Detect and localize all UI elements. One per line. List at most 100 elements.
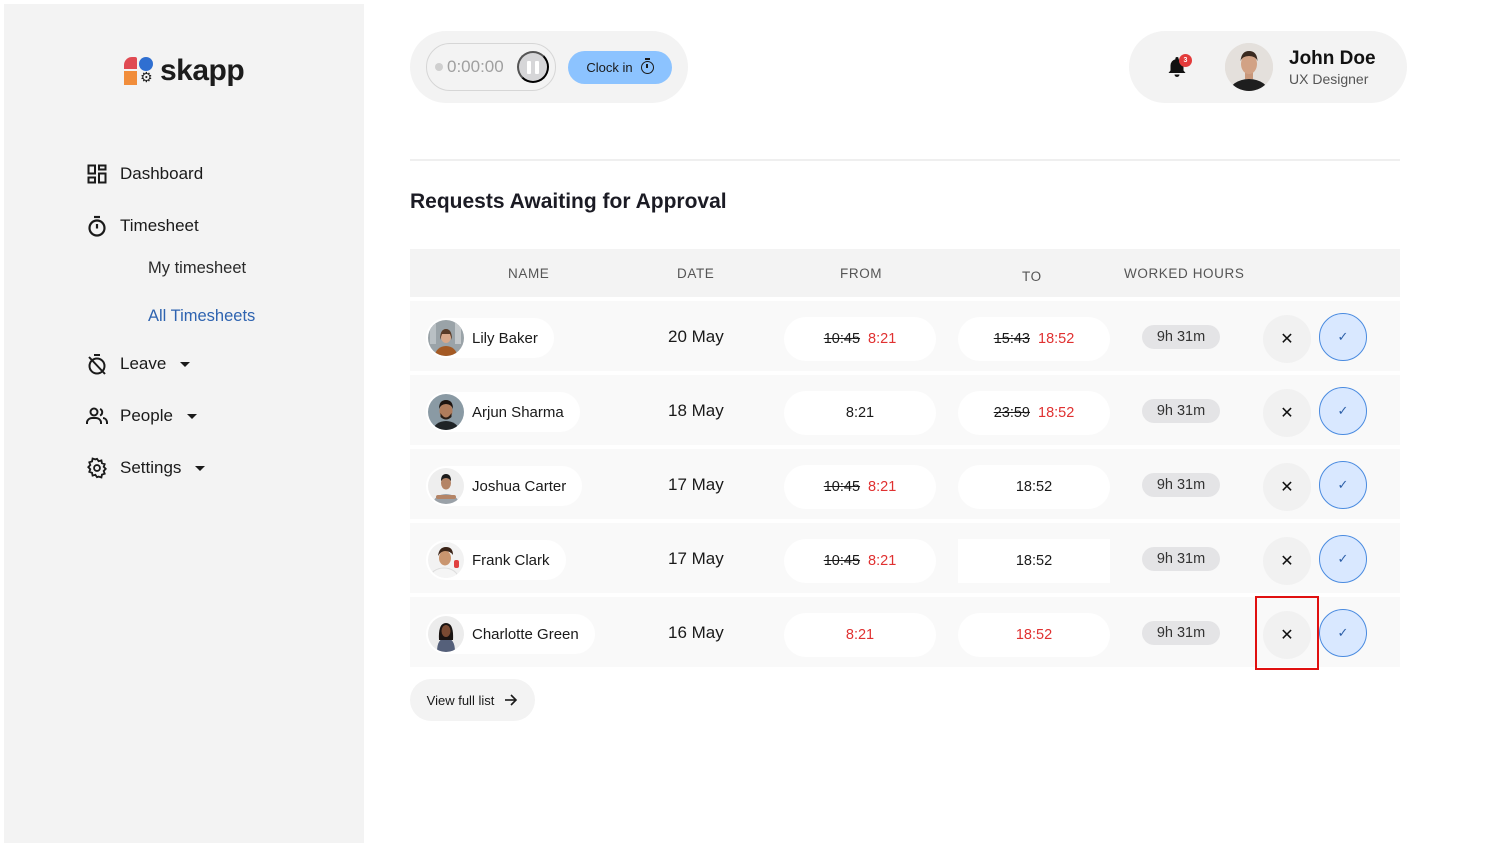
check-icon: ✓ [1337,403,1349,418]
close-icon: ✕ [1280,553,1294,570]
check-icon: ✓ [1337,625,1349,640]
clock-in-label: Clock in [586,60,633,75]
original-from-time: 10:45 [823,553,861,569]
employee-name: Joshua Carter [472,477,567,495]
close-icon: ✕ [1280,627,1294,644]
pause-icon [527,60,531,74]
sidebar-item-dashboard[interactable]: Dashboard [86,158,346,190]
sidebar-item-label: Leave [120,354,167,373]
request-date: 20 May [668,327,724,346]
approve-button[interactable]: ✓ [1319,609,1367,657]
table-row: Joshua Carter 17 May 10:45 8:21 18:52 9h… [410,449,1400,519]
worked-hours-badge: 9h 31m [1142,325,1220,349]
reject-button[interactable]: ✕ [1263,389,1311,437]
user-name[interactable]: John Doe [1289,48,1376,69]
original-from-time: 10:45 [823,479,861,495]
sidebar-item-label: Dashboard [120,164,204,183]
sidebar-item-settings[interactable]: Settings [86,452,346,484]
close-icon: ✕ [1280,405,1294,422]
reject-button[interactable]: ✕ [1263,315,1311,363]
user-role: UX Designer [1289,71,1369,87]
requested-to-time: 18:52 [1015,627,1053,643]
worked-hours-badge: 9h 31m [1142,399,1220,423]
status-dot [435,63,443,71]
approve-button[interactable]: ✓ [1319,313,1367,361]
avatar [428,542,464,578]
requested-to-time: 18:52 [1038,331,1075,347]
from-time: 8:21 [784,391,936,435]
to-time: 18:52 [958,465,1110,509]
approval-requests-table: NAME DATE FROM TO WORKED HOURS Lily Bake… [410,249,1400,670]
column-header-date: DATE [677,266,715,281]
employee-name: Frank Clark [472,551,550,569]
employee-chip[interactable]: Charlotte Green [426,614,595,654]
check-icon: ✓ [1337,329,1349,344]
from-time: 10:45 8:21 [784,465,936,509]
timer-value: 0:00:00 [447,57,504,76]
to-time: 18:52 [958,539,1110,583]
sidebar-item-label: Settings [120,458,182,477]
reject-button[interactable]: ✕ [1263,537,1311,585]
sidebar-nav: Dashboard Timesheet My timesheet All Tim… [86,158,346,504]
page-title: Requests Awaiting for Approval [410,190,727,213]
employee-chip[interactable]: Frank Clark [426,540,566,580]
avatar [428,616,464,652]
sidebar-subitem-all-timesheets[interactable]: All Timesheets [148,307,256,325]
reject-button[interactable]: ✕ [1263,463,1311,511]
to-time: 18:52 [958,613,1110,657]
to-time: 23:59 18:52 [958,391,1110,435]
table-row: Charlotte Green 16 May 8:21 18:52 9h 31m… [410,596,1400,670]
table-row: Lily Baker 20 May 10:45 8:21 15:43 18:52… [410,301,1400,371]
request-date: 16 May [668,623,724,642]
from-time: 10:45 8:21 [784,317,936,361]
skapp-logo-icon: ⚙ [124,55,154,87]
close-icon: ✕ [1280,331,1294,348]
clock-in-button[interactable]: Clock in [568,51,672,84]
employee-chip[interactable]: Arjun Sharma [426,392,580,432]
from-time: 10:45 8:21 [784,539,936,583]
approve-button[interactable]: ✓ [1319,535,1367,583]
request-date: 17 May [668,549,724,568]
gear-icon [86,457,108,479]
caret-down-icon [186,413,197,419]
reject-button[interactable]: ✕ [1263,611,1311,659]
table-header: NAME DATE FROM TO WORKED HOURS [410,249,1400,297]
from-time-value: 8:21 [845,405,875,421]
sidebar-item-people[interactable]: People [86,400,346,432]
approve-button[interactable]: ✓ [1319,461,1367,509]
avatar [428,394,464,430]
arrow-right-icon [505,694,518,706]
request-date: 17 May [668,475,724,494]
original-to-time: 15:43 [993,331,1030,347]
close-icon: ✕ [1280,479,1294,496]
timesheet-submenu: My timesheet All Timesheets [86,252,346,332]
leave-timer-off-icon [86,353,108,375]
requested-from-time: 8:21 [845,627,875,643]
pause-button[interactable] [517,51,549,83]
caret-down-icon [195,465,206,471]
stopwatch-icon [86,215,108,237]
timer-display: 0:00:00 [426,43,556,91]
avatar [428,320,464,356]
table-row: Frank Clark 17 May 10:45 8:21 18:52 9h 3… [410,523,1400,593]
sidebar-item-leave[interactable]: Leave [86,348,346,380]
table-row: Arjun Sharma 18 May 8:21 23:59 18:52 9h … [410,375,1400,445]
header-divider [410,159,1400,161]
column-header-worked-hours: WORKED HOURS [1124,266,1245,281]
sidebar-item-timesheet[interactable]: Timesheet [86,210,346,242]
app-logo[interactable]: ⚙ skapp [124,54,245,88]
sidebar-item-label: Timesheet [120,216,199,235]
check-icon: ✓ [1337,477,1349,492]
employee-name: Arjun Sharma [472,403,564,421]
user-avatar[interactable] [1225,43,1273,91]
employee-chip[interactable]: Lily Baker [426,318,554,358]
worked-hours-badge: 9h 31m [1142,621,1220,645]
employee-chip[interactable]: Joshua Carter [426,466,583,506]
view-full-list-label: View full list [426,692,495,708]
view-full-list-button[interactable]: View full list [410,679,535,721]
employee-name: Charlotte Green [472,625,579,643]
approve-button[interactable]: ✓ [1319,387,1367,435]
sidebar-subitem-my-timesheet[interactable]: My timesheet [148,259,247,277]
caret-down-icon [180,361,191,367]
column-header-from: FROM [840,266,883,281]
